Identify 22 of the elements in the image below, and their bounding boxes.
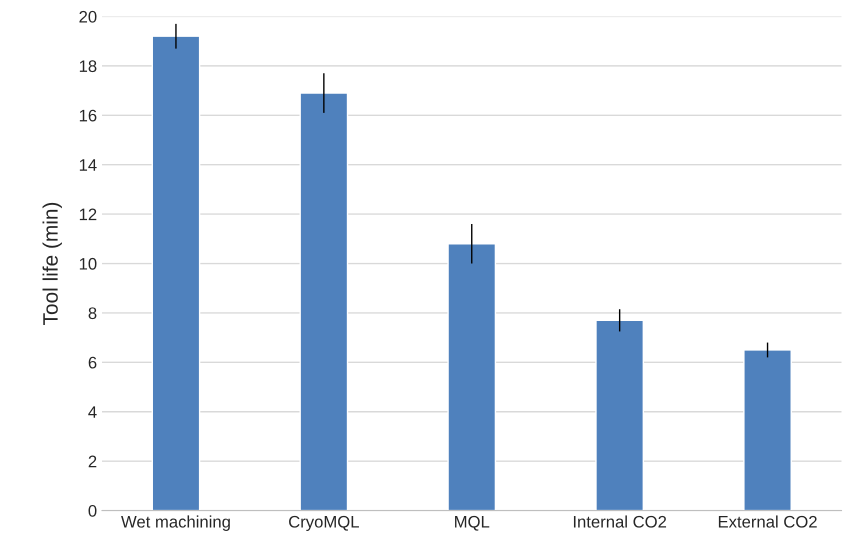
- y-tick-label: 8: [88, 307, 96, 320]
- y-tick-label: 16: [80, 110, 96, 122]
- x-tick-label: Internal CO2: [574, 515, 666, 528]
- y-tick-label: 4: [88, 406, 97, 418]
- x-tick-label: CryoMQL: [289, 516, 359, 531]
- y-tick-label: 12: [80, 208, 96, 220]
- y-tick-label: 0: [88, 504, 96, 517]
- bar: [447, 243, 496, 511]
- y-tick-label: 14: [80, 159, 97, 171]
- y-tick-label: 20: [79, 10, 96, 23]
- bar: [595, 320, 644, 511]
- y-tick-label: 10: [80, 258, 96, 270]
- y-tick-label: 2: [88, 456, 96, 468]
- bar: [743, 349, 792, 511]
- y-axis-title: Tool life (min): [42, 202, 62, 325]
- y-tick-label: 6: [88, 356, 96, 369]
- x-tick-label: Wet machining: [121, 515, 230, 531]
- x-tick-label: MQL: [455, 516, 490, 531]
- y-tick-label: 18: [80, 60, 96, 72]
- bar: [152, 36, 200, 511]
- bar: [299, 92, 348, 511]
- x-tick-label: External CO2: [718, 515, 817, 528]
